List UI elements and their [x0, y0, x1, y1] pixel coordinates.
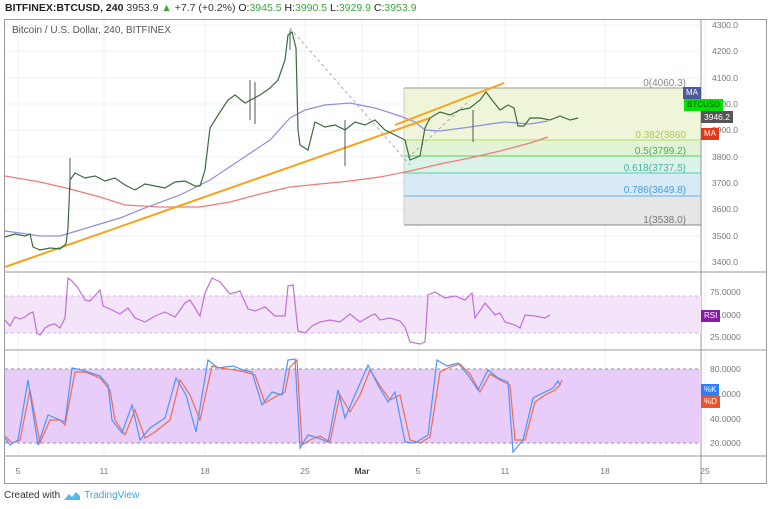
svg-text:40.0000: 40.0000 [710, 414, 741, 424]
high-value: 3990.5 [295, 2, 328, 14]
chart-title: Bitcoin / U.S. Dollar, 240, BITFINEX [12, 25, 171, 36]
fib-label-0618: 0.618(3737.5) [624, 163, 686, 174]
up-arrow-icon: ▲ [161, 2, 172, 14]
channel-trendline[interactable] [394, 82, 505, 126]
ma2-tag: MA [701, 128, 719, 140]
svg-text:3500.0: 3500.0 [712, 231, 738, 241]
svg-text:18: 18 [600, 466, 610, 476]
price-axis[interactable]: 4300.0 4200.0 4100.0 4000.0 3900.0 3800.… [710, 20, 741, 448]
fib-label-0786: 0.786(3649.8) [624, 185, 686, 196]
svg-text:11: 11 [100, 466, 109, 476]
svg-text:4100.0: 4100.0 [712, 73, 738, 83]
low-value: 3929.9 [338, 2, 371, 14]
svg-text:3900.0: 3900.0 [712, 125, 738, 135]
swing-dashed-line[interactable] [289, 27, 411, 166]
ascending-trendline[interactable] [4, 117, 431, 268]
last-price: 3953.9 [126, 2, 159, 14]
btcusd-tag: BTCUSD [684, 99, 723, 111]
candlesticks[interactable] [4, 30, 579, 251]
current-price-tag: 3946.2 [701, 111, 733, 123]
stoch-d-tag: %D [701, 396, 720, 408]
svg-text:3800.0: 3800.0 [712, 152, 738, 162]
svg-text:25: 25 [300, 466, 310, 476]
svg-text:25.0000: 25.0000 [710, 332, 741, 342]
slow-ma-line [4, 136, 549, 208]
svg-text:20.0000: 20.0000 [710, 438, 741, 448]
fib-label-0: 0(4060.3) [643, 78, 686, 89]
svg-text:3600.0: 3600.0 [712, 204, 738, 214]
tradingview-link[interactable]: TradingView [84, 490, 140, 501]
svg-text:11: 11 [501, 466, 510, 476]
fib-label-05: 0.5(3799.2) [635, 146, 686, 157]
change-value: +7.7 (+0.2%) [174, 2, 236, 14]
stoch-k-tag: %K [701, 384, 720, 396]
symbol-header: BITFINEX:BTCUSD, 240 3953.9 ▲ +7.7 (+0.2… [5, 2, 417, 14]
rsi-tag: RSI [701, 310, 721, 322]
svg-text:5: 5 [416, 466, 421, 476]
svg-text:4200.0: 4200.0 [712, 46, 738, 56]
svg-text:50.0000: 50.0000 [710, 310, 741, 320]
ma-tag: MA [683, 87, 701, 99]
stochastic-panel[interactable] [4, 358, 701, 454]
svg-text:60.0000: 60.0000 [710, 389, 741, 399]
chart-frame [4, 19, 767, 484]
fib-label-1: 1(3538.0) [643, 215, 686, 226]
svg-text:5: 5 [16, 466, 21, 476]
fibonacci-retracement[interactable]: 0(4060.3) 0.382(3860 0.5(3799.2) 0.618(3… [403, 78, 701, 226]
svg-text:4000.0: 4000.0 [712, 99, 738, 109]
svg-text:4300.0: 4300.0 [712, 20, 738, 30]
svg-text:80.0000: 80.0000 [710, 364, 741, 374]
fib-label-0382: 0.382(3860 [635, 130, 686, 141]
svg-text:25: 25 [700, 466, 710, 476]
open-value: 3945.5 [249, 2, 282, 14]
svg-text:Mar: Mar [354, 466, 370, 476]
svg-text:75.0000: 75.0000 [710, 287, 741, 297]
created-with-label: Created with [4, 490, 61, 501]
tradingview-logo-icon [64, 492, 81, 500]
close-value: 3953.9 [384, 2, 417, 14]
svg-text:18: 18 [200, 466, 210, 476]
svg-text:3400.0: 3400.0 [712, 257, 738, 267]
footer: Created with TradingView [4, 490, 139, 501]
time-axis[interactable]: 5 11 18 25 Mar 5 11 18 25 [16, 466, 710, 476]
symbol-label: BITFINEX:BTCUSD, 240 [5, 2, 124, 14]
svg-text:3700.0: 3700.0 [712, 178, 738, 188]
rsi-panel[interactable] [4, 276, 701, 345]
